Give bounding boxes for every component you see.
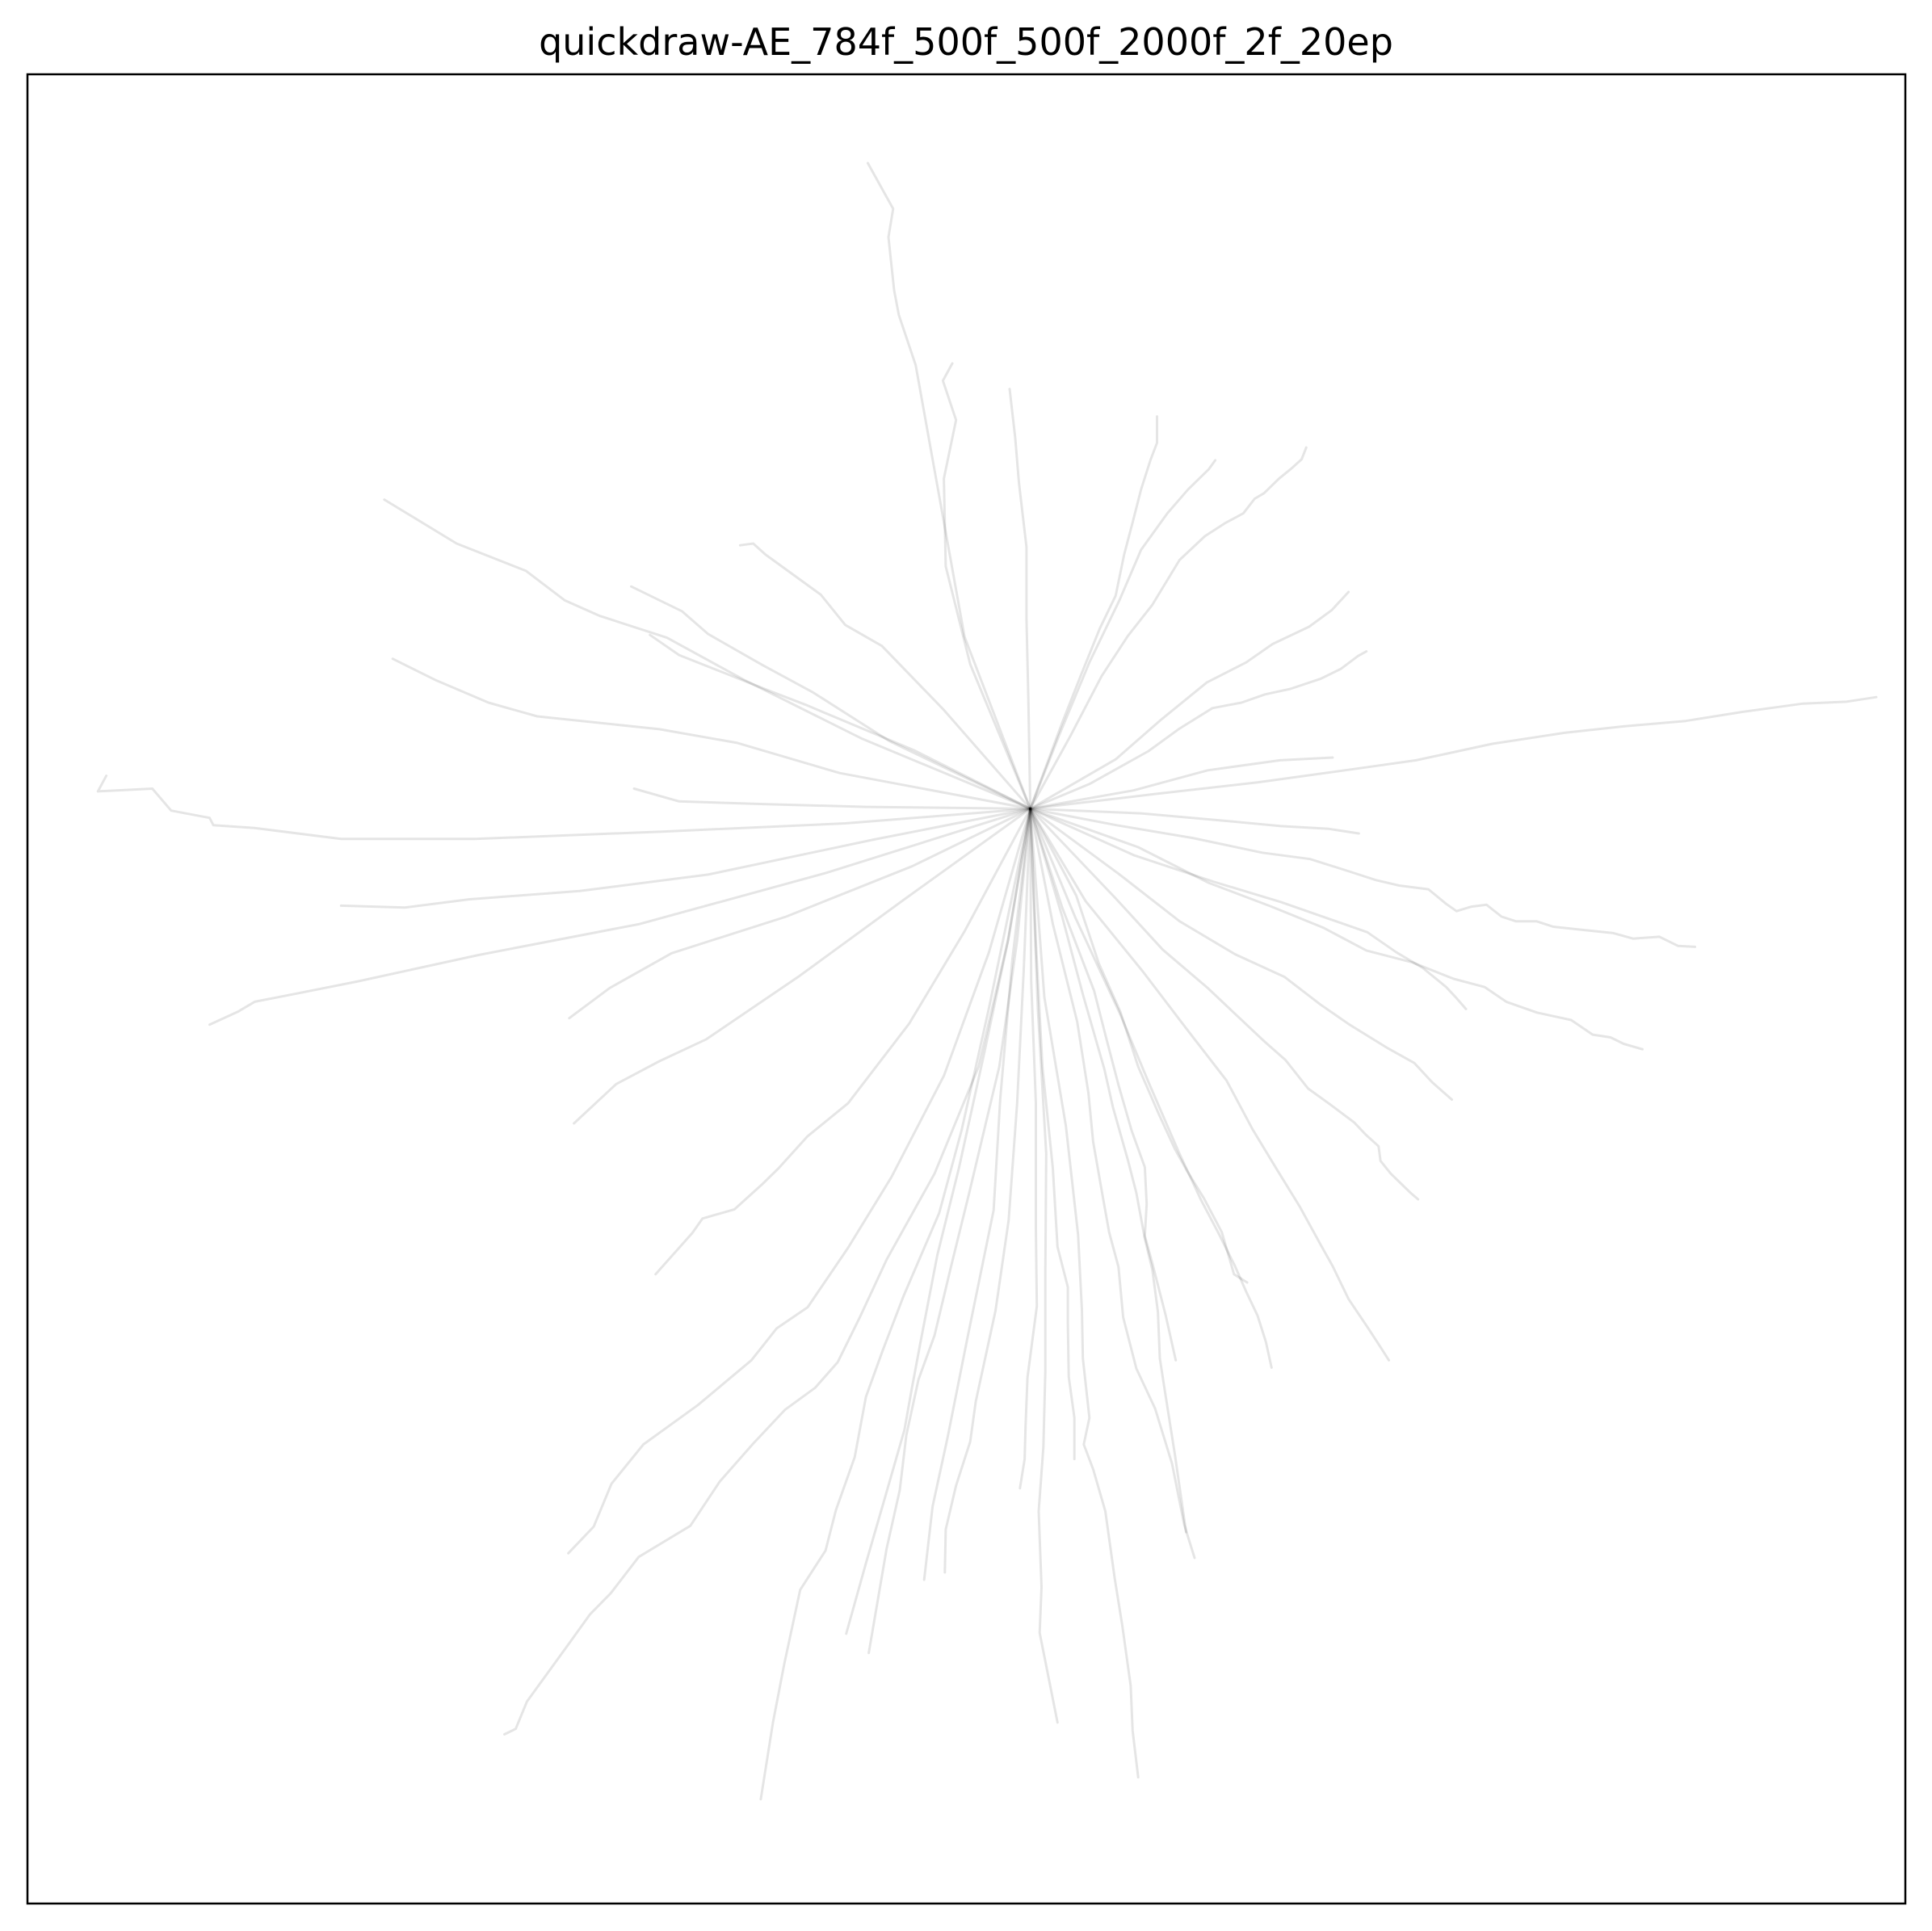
series-line-1	[941, 362, 1032, 810]
series-line-2	[1008, 388, 1032, 810]
series-line-10	[339, 807, 1032, 909]
series-line-41	[1029, 590, 1350, 810]
series-layer	[96, 162, 1878, 1801]
series-line-20	[943, 807, 1032, 1574]
series-line-7	[391, 657, 1032, 810]
series-line-22	[1029, 807, 1059, 1724]
series-line-36	[1029, 807, 1697, 948]
series-line-42	[1029, 446, 1308, 810]
series-line-29	[1029, 807, 1273, 1369]
series-line-8	[632, 787, 1032, 810]
series-line-33	[1029, 807, 1453, 1101]
series-line-14	[654, 807, 1032, 1276]
series-line-44	[1029, 459, 1217, 810]
series-line-27	[1029, 807, 1187, 1534]
series-line-16	[503, 807, 1032, 1736]
series-line-32	[1029, 807, 1420, 1201]
series-line-12	[568, 807, 1032, 1020]
series-line-19	[867, 807, 1032, 1655]
plot-area-frame	[26, 73, 1907, 1905]
series-line-18	[845, 807, 1032, 1635]
series-line-17	[759, 807, 1032, 1801]
series-line-35	[1029, 807, 1468, 1010]
series-line-11	[208, 807, 1032, 1026]
series-line-9	[96, 774, 1032, 841]
series-line-24	[1029, 807, 1140, 1779]
series-line-25	[1029, 807, 1076, 1461]
series-line-28	[1029, 807, 1178, 1362]
series-line-21	[922, 807, 1032, 1581]
series-line-38	[1029, 695, 1878, 810]
series-line-39	[1029, 756, 1334, 810]
series-line-23	[1018, 807, 1039, 1490]
series-line-6	[649, 633, 1032, 810]
series-line-15	[567, 807, 1032, 1555]
series-line-26	[1029, 807, 1196, 1559]
series-line-40	[1029, 650, 1368, 810]
series-line-37	[1029, 807, 1360, 835]
chart-title: quickdraw-AE_784f_500f_500f_2000f_2f_20e…	[539, 20, 1393, 64]
series-line-31	[1029, 807, 1391, 1362]
series-line-43	[1029, 415, 1158, 810]
series-line-13	[573, 807, 1032, 1125]
series-line-34	[1029, 807, 1644, 1051]
series-line-30	[1029, 807, 1249, 1284]
series-line-4	[630, 585, 1032, 810]
series-line-5	[383, 498, 1032, 810]
series-line-0	[866, 162, 1032, 810]
series-line-3	[738, 542, 1032, 810]
